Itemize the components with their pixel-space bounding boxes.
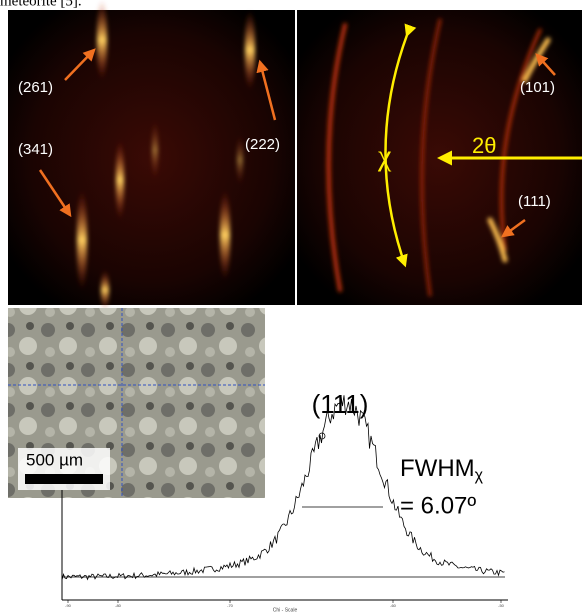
x-tick-label: -70 xyxy=(227,603,234,608)
x-tick-label: -60 xyxy=(390,603,397,608)
figure: meteorite [5]. (261) (341) (222) (101) (… xyxy=(0,0,582,614)
reflection-label: (101) xyxy=(520,79,555,96)
page: {"header_text": "meteorite [5].", "left_… xyxy=(0,0,582,614)
header-text: meteorite [5]. xyxy=(0,0,82,9)
scale-bar-label: 500 µm xyxy=(26,450,83,469)
x-axis-label: Chi - Scale xyxy=(273,607,298,613)
fwhm-text: FWHM xyxy=(400,455,475,482)
two-theta-label: 2θ xyxy=(472,133,496,158)
diffraction-right: (101) (111) χ 2θ xyxy=(297,10,582,305)
fwhm-subscript: χ xyxy=(475,467,484,484)
x-tick-label: -90 xyxy=(65,603,72,608)
reflection-label: (341) xyxy=(18,141,53,158)
fwhm-value: = 6.07º xyxy=(400,492,476,519)
x-tick-label: -50 xyxy=(498,603,505,608)
diffraction-left: (261) (341) (222) xyxy=(8,0,295,310)
micrograph: 500 µm xyxy=(8,308,265,498)
reflection-label: (222) xyxy=(245,136,280,153)
reflection-label: (261) xyxy=(18,79,53,96)
reflection-label: (111) xyxy=(518,193,551,210)
scale-bar xyxy=(25,474,103,484)
x-tick-label: -80 xyxy=(115,603,122,608)
chi-label: χ xyxy=(377,139,392,172)
fwhm-label: FWHMχ xyxy=(400,455,484,484)
